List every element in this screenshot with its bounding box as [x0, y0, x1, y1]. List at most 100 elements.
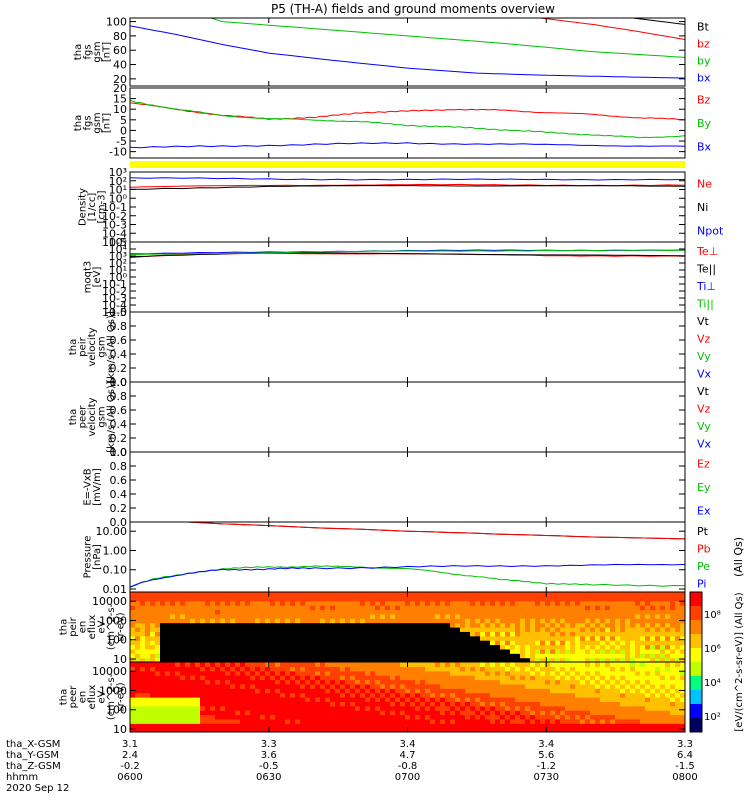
spectrogram-cell [320, 596, 326, 602]
spectrogram-cell [160, 679, 166, 685]
spectrogram-cell [565, 600, 571, 606]
spectrogram-cell [605, 627, 611, 632]
spectrogram-cell [220, 613, 226, 619]
spectrogram-cell [265, 653, 271, 659]
spectrogram-cell [280, 640, 286, 646]
spectrogram-cell [375, 631, 381, 637]
spectrogram-cell [305, 692, 311, 698]
spectrogram-cell [655, 640, 661, 646]
spectrogram-cell [415, 705, 421, 711]
spectrogram-cell [245, 613, 251, 619]
spectrogram-cell [355, 688, 361, 694]
spectrogram-cell [440, 714, 446, 720]
spectrogram-cell [645, 723, 651, 729]
spectrogram-cell [165, 710, 171, 716]
spectrogram-cell [515, 683, 521, 689]
spectrogram-cell [580, 600, 586, 606]
spectrogram-cell [630, 666, 636, 672]
spectrogram-cell [220, 644, 226, 650]
spectrogram-cell [230, 670, 236, 676]
spectrogram-cell [270, 653, 276, 659]
spectrogram-cell [360, 613, 366, 619]
spectrogram-cell [240, 609, 246, 615]
spectrogram-cell [250, 609, 256, 615]
spectrogram-cell [255, 653, 261, 659]
spectrogram-cell [210, 718, 216, 724]
spectrogram-cell [170, 609, 176, 615]
spectrogram-cell [490, 714, 496, 720]
spectrogram-cell [540, 714, 546, 720]
spectrogram-cell [385, 596, 391, 602]
spectrogram-cell [455, 627, 461, 632]
spectrogram-cell [265, 714, 271, 720]
spectrogram-cell [270, 644, 276, 650]
spectrogram-cell [420, 618, 426, 624]
spectrogram-cell [565, 635, 571, 641]
spectrogram-cell [335, 596, 341, 602]
spectrogram-cell [580, 653, 586, 659]
spectrogram-cell [235, 631, 241, 637]
spectrogram-cell [265, 723, 271, 729]
spectrogram-cell [660, 670, 666, 676]
spectrogram-cell [240, 710, 246, 716]
spectrogram-cell [410, 688, 416, 694]
spectrogram-cell [385, 618, 391, 624]
spectrogram-cell [640, 683, 646, 689]
spectrogram-cell [340, 714, 346, 720]
spectrogram-cell [350, 662, 356, 667]
spectrogram-cell [665, 627, 671, 632]
spectrogram-cell [170, 705, 176, 711]
spectrogram-cell [260, 657, 266, 662]
spectrogram-cell [175, 596, 181, 602]
legend-by: by [697, 55, 711, 68]
spectrogram-cell [425, 675, 431, 681]
spectrogram-cell [280, 592, 286, 597]
spectrogram-cell [355, 648, 361, 654]
spectrogram-cell [340, 613, 346, 619]
spectrogram-cell [665, 662, 671, 667]
spectrogram-cell [660, 648, 666, 654]
spectrogram-cell [150, 705, 156, 711]
spectrogram-cell [325, 701, 331, 707]
spectrogram-cell [425, 609, 431, 615]
spectrogram-cell [335, 683, 341, 689]
spectrogram-cell [180, 613, 186, 619]
spectrogram-cell [430, 653, 436, 659]
spectrogram-cell [220, 627, 226, 632]
spectrogram-cell [380, 613, 386, 619]
spectrogram-cell [285, 714, 291, 720]
spectrogram-cell [220, 705, 226, 711]
spectrogram-cell [405, 635, 411, 641]
spectrogram-cell [320, 627, 326, 632]
spectrogram-cell [510, 605, 516, 611]
spectrogram-cell [370, 657, 376, 662]
spectrogram-cell [650, 635, 656, 641]
spectrogram-cell [305, 592, 311, 597]
spectrogram-cell [335, 688, 341, 694]
spectrogram-cell [430, 688, 436, 694]
spectrogram-cell [415, 596, 421, 602]
spectrogram-cell [265, 631, 271, 637]
spectrogram-cell [570, 714, 576, 720]
spectrogram-cell [145, 705, 151, 711]
spectrogram-cell [260, 627, 266, 632]
spectrogram-cell [430, 627, 436, 632]
spectrogram-cell [595, 705, 601, 711]
spectrogram-cell [510, 710, 516, 716]
spectrogram-cell [655, 631, 661, 637]
spectrogram-cell [295, 662, 301, 667]
spectrogram-cell [515, 666, 521, 672]
spectrogram-cell [400, 596, 406, 602]
spectrogram-cell [180, 644, 186, 650]
spectrogram-cell [350, 600, 356, 606]
spectrogram-cell [450, 605, 456, 611]
spectrogram-cell [675, 596, 681, 602]
spectrogram-cell [190, 605, 196, 611]
legend-vx: Vx [697, 367, 712, 380]
y-label-line: peer [68, 685, 79, 709]
spectrogram-cell [290, 622, 296, 628]
spectrogram-cell [315, 670, 321, 676]
spectrogram-cell [290, 697, 296, 702]
spectrogram-cell [420, 605, 426, 611]
spectrogram-cell [500, 631, 506, 637]
